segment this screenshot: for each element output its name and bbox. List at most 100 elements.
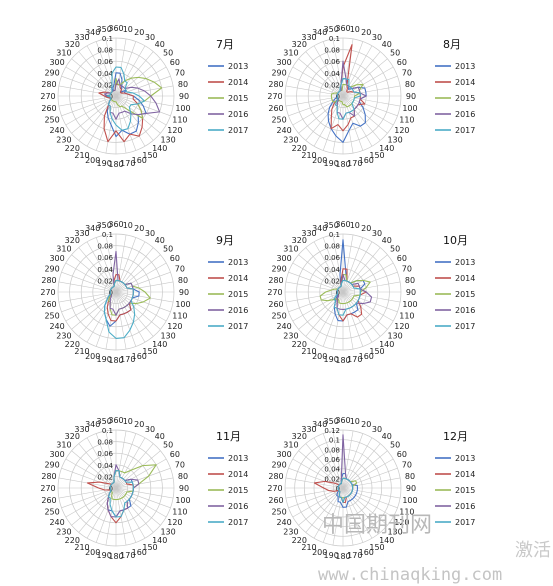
spoke bbox=[313, 291, 344, 343]
spoke bbox=[115, 241, 146, 293]
angle-tick-label: 50 bbox=[163, 244, 173, 253]
angle-tick-label: 180 bbox=[335, 160, 350, 169]
spoke bbox=[313, 241, 344, 293]
angle-tick-label: 290 bbox=[271, 265, 286, 274]
spoke bbox=[78, 95, 117, 141]
angle-tick-label: 160 bbox=[359, 548, 374, 557]
angle-tick-label: 90 bbox=[406, 92, 416, 101]
chart-title: 12月 bbox=[443, 430, 468, 443]
angle-tick-label: 10 bbox=[350, 25, 360, 34]
angle-tick-label: 20 bbox=[134, 28, 144, 37]
spoke bbox=[305, 247, 344, 293]
angle-tick-label: 180 bbox=[335, 356, 350, 365]
angle-tick-label: 280 bbox=[41, 472, 56, 481]
angle-tick-label: 290 bbox=[271, 69, 286, 78]
angle-tick-label: 120 bbox=[167, 322, 182, 331]
angle-tick-label: 270 bbox=[40, 92, 55, 101]
angle-tick-label: 30 bbox=[372, 425, 382, 434]
spoke bbox=[298, 487, 344, 526]
legend-label: 2017 bbox=[228, 322, 248, 331]
spoke bbox=[342, 237, 364, 293]
legend-label: 2015 bbox=[455, 486, 475, 495]
spoke bbox=[288, 291, 344, 313]
spoke bbox=[58, 291, 117, 303]
spoke bbox=[71, 95, 117, 134]
spoke bbox=[95, 41, 117, 97]
spoke bbox=[58, 281, 117, 293]
spoke bbox=[285, 291, 344, 303]
angle-tick-label: 190 bbox=[97, 159, 112, 168]
spoke bbox=[288, 467, 344, 489]
spoke bbox=[115, 281, 174, 293]
spoke bbox=[115, 41, 137, 97]
angle-tick-label: 300 bbox=[276, 254, 291, 263]
spoke bbox=[285, 281, 344, 293]
angle-tick-label: 70 bbox=[402, 265, 412, 274]
angle-tick-label: 90 bbox=[179, 484, 189, 493]
angle-tick-label: 40 bbox=[382, 236, 392, 245]
angle-tick-label: 320 bbox=[292, 432, 307, 441]
radial-tick-label: 0.1 bbox=[102, 35, 113, 43]
angle-tick-label: 10 bbox=[350, 221, 360, 230]
spoke bbox=[115, 487, 171, 509]
chart-title: 11月 bbox=[216, 430, 241, 443]
angle-tick-label: 200 bbox=[85, 548, 100, 557]
angle-tick-label: 330 bbox=[74, 33, 89, 42]
spoke bbox=[71, 450, 117, 489]
spoke bbox=[288, 95, 344, 117]
spoke bbox=[292, 487, 344, 518]
angle-tick-label: 110 bbox=[399, 311, 414, 320]
spoke bbox=[71, 487, 117, 526]
spoke bbox=[298, 58, 344, 97]
angle-tick-label: 350 bbox=[324, 25, 339, 34]
angle-tick-label: 350 bbox=[97, 417, 112, 426]
chart-title: 10月 bbox=[443, 234, 468, 247]
spoke bbox=[342, 95, 373, 147]
angle-tick-label: 100 bbox=[175, 496, 190, 505]
angle-tick-label: 290 bbox=[44, 69, 59, 78]
spoke bbox=[342, 291, 394, 322]
angle-tick-label: 10 bbox=[123, 417, 133, 426]
angle-tick-label: 70 bbox=[175, 461, 185, 470]
angle-tick-label: 220 bbox=[65, 340, 80, 349]
spoke bbox=[115, 234, 127, 293]
legend-label: 2013 bbox=[228, 258, 248, 267]
angle-tick-label: 40 bbox=[382, 432, 392, 441]
angle-tick-label: 90 bbox=[179, 288, 189, 297]
angle-tick-label: 240 bbox=[49, 518, 64, 527]
legend-label: 2013 bbox=[455, 258, 475, 267]
angle-tick-label: 40 bbox=[155, 236, 165, 245]
legend-label: 2015 bbox=[228, 290, 248, 299]
spoke bbox=[115, 291, 146, 343]
radial-tick-label: 0.08 bbox=[324, 446, 340, 454]
spoke bbox=[58, 85, 117, 97]
legend-label: 2013 bbox=[228, 454, 248, 463]
angle-tick-label: 100 bbox=[402, 496, 417, 505]
radar-panel: 10 20304050607080901001101201301401501601… bbox=[40, 24, 248, 169]
angle-tick-label: 120 bbox=[394, 518, 409, 527]
spoke bbox=[305, 443, 344, 489]
spoke bbox=[58, 95, 117, 107]
spoke bbox=[342, 85, 401, 97]
spoke bbox=[292, 291, 344, 322]
radar-panel: 10 20304050607080901001101201301401501601… bbox=[267, 416, 475, 561]
spoke bbox=[342, 291, 354, 350]
legend-label: 2016 bbox=[455, 306, 475, 315]
chart-title: 9月 bbox=[216, 234, 234, 247]
spoke bbox=[71, 254, 117, 293]
angle-tick-label: 150 bbox=[142, 151, 157, 160]
angle-tick-label: 80 bbox=[178, 80, 188, 89]
angle-tick-label: 80 bbox=[405, 276, 415, 285]
angle-tick-label: 200 bbox=[312, 352, 327, 361]
radial-tick-label: 0.04 bbox=[324, 70, 340, 78]
angle-tick-label: 130 bbox=[160, 332, 175, 341]
series-line bbox=[333, 279, 361, 316]
angle-tick-label: 100 bbox=[175, 104, 190, 113]
angle-tick-label: 330 bbox=[74, 425, 89, 434]
angle-tick-label: 40 bbox=[155, 432, 165, 441]
angle-tick-label: 210 bbox=[301, 543, 316, 552]
radial-tick-label: 0.06 bbox=[97, 58, 113, 66]
angle-tick-label: 60 bbox=[397, 254, 407, 263]
spoke bbox=[71, 58, 117, 97]
angle-tick-label: 150 bbox=[369, 347, 384, 356]
